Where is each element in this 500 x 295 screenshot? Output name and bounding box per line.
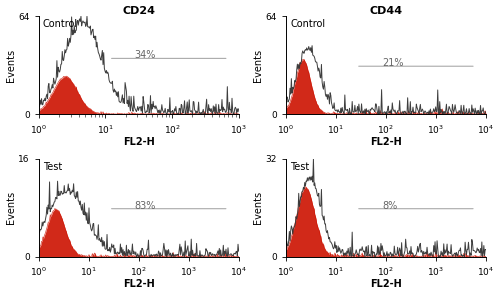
- X-axis label: FL2-H: FL2-H: [370, 279, 402, 289]
- Text: Test: Test: [290, 162, 310, 172]
- Text: Test: Test: [43, 162, 62, 172]
- Text: Control: Control: [43, 19, 78, 29]
- Title: CD44: CD44: [370, 6, 402, 16]
- Y-axis label: Events: Events: [6, 191, 16, 224]
- Y-axis label: Events: Events: [253, 49, 263, 82]
- X-axis label: FL2-H: FL2-H: [370, 137, 402, 147]
- X-axis label: FL2-H: FL2-H: [123, 137, 154, 147]
- Y-axis label: Events: Events: [253, 191, 263, 224]
- Text: 8%: 8%: [382, 201, 397, 211]
- Text: Control: Control: [290, 19, 325, 29]
- X-axis label: FL2-H: FL2-H: [123, 279, 154, 289]
- Text: 83%: 83%: [135, 201, 156, 211]
- Text: 21%: 21%: [382, 58, 404, 68]
- Y-axis label: Events: Events: [6, 49, 16, 82]
- Title: CD24: CD24: [122, 6, 156, 16]
- Text: 34%: 34%: [135, 50, 156, 60]
